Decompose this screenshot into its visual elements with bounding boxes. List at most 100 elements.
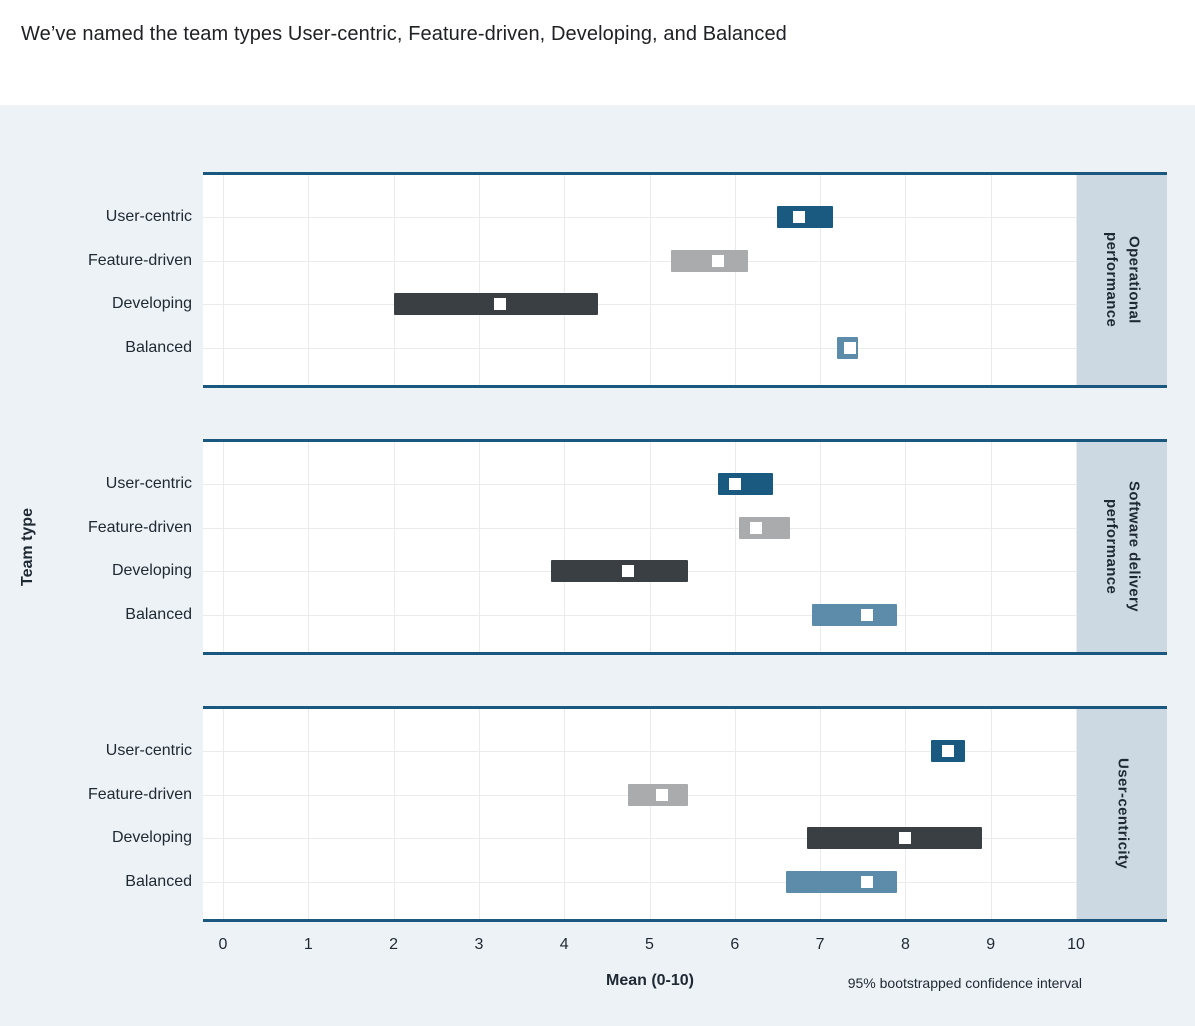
- gridline-row-developing: [203, 304, 1077, 305]
- mean-marker-developing: [494, 298, 507, 310]
- row-label-feature-driven: Feature-driven: [87, 251, 192, 269]
- mean-marker-balanced: [861, 608, 873, 621]
- gridline-x-5: [649, 709, 651, 919]
- gridline-x-6: [734, 442, 736, 652]
- row-label-feature-driven: Feature-driven: [87, 518, 192, 536]
- facet-strip-user-centricity: User-centricity: [1077, 709, 1167, 919]
- x-tick-0: 0: [218, 936, 228, 953]
- row-label-developing: Developing: [111, 829, 192, 846]
- x-tick-4: 4: [559, 936, 569, 953]
- x-tick-6: 6: [730, 936, 740, 953]
- x-tick-5: 5: [645, 936, 654, 953]
- gridline-x-0: [223, 709, 224, 919]
- gridline-x-1: [308, 442, 310, 652]
- x-tick-1: 1: [303, 936, 313, 953]
- header: We’ve named the team types User-centric,…: [0, 0, 1195, 105]
- page-title: We’ve named the team types User-centric,…: [21, 23, 787, 45]
- gridline-x-3: [478, 442, 480, 652]
- mean-marker-feature-driven: [750, 521, 763, 534]
- panel-user-centricity: User-centricity: [203, 706, 1167, 922]
- gridline-row-developing: [203, 838, 1077, 839]
- ci-bar-user-centric: [777, 206, 833, 228]
- gridline-x-9: [990, 442, 992, 652]
- ci-note: 95% bootstrapped confidence interval: [847, 975, 1082, 991]
- ci-bar-developing: [551, 560, 688, 582]
- gridline-row-balanced: [203, 347, 1077, 349]
- facet-strip-software-delivery-performance: Software delivery performance: [1077, 442, 1167, 652]
- gridline-row-user-centric: [203, 751, 1077, 752]
- gridline-x-3: [478, 175, 480, 385]
- x-tick-9: 9: [986, 936, 996, 953]
- gridline-x-2: [393, 175, 395, 385]
- mean-marker-feature-driven: [711, 254, 724, 267]
- gridline-x-5: [649, 175, 651, 385]
- row-label-feature-driven: Feature-driven: [87, 785, 192, 803]
- gridline-x-2: [393, 442, 395, 652]
- gridline-x-6: [734, 709, 736, 919]
- x-axis-label: Mean (0-10): [605, 972, 695, 989]
- gridline-row-user-centric: [203, 217, 1077, 218]
- plot-area-user-centricity: [203, 709, 1077, 919]
- gridline-row-feature-driven: [203, 527, 1077, 529]
- mean-marker-developing: [622, 565, 635, 577]
- row-label-developing: Developing: [111, 562, 192, 579]
- mean-marker-user-centric: [792, 211, 805, 223]
- gridline-x-9: [990, 709, 992, 919]
- gridline-x-9: [990, 175, 992, 385]
- gridline-x-4: [564, 709, 566, 919]
- panel-operational-performance: Operational performance: [203, 172, 1167, 388]
- gridline-x-4: [564, 442, 566, 652]
- facet-strip-label: User-centricity: [1114, 758, 1132, 870]
- row-label-user-centric: User-centric: [105, 208, 192, 225]
- mean-marker-developing: [899, 832, 912, 844]
- gridline-x-0: [223, 442, 224, 652]
- gridline-x-7: [820, 709, 822, 919]
- x-tick-8: 8: [900, 936, 910, 953]
- row-label-user-centric: User-centric: [105, 475, 192, 492]
- gridline-x-10: [1076, 442, 1077, 652]
- row-label-balanced: Balanced: [125, 605, 192, 623]
- gridline-x-8: [905, 709, 907, 919]
- ci-bar-feature-driven: [739, 516, 791, 539]
- ci-bar-balanced: [785, 870, 897, 893]
- mean-marker-user-centric: [728, 478, 741, 490]
- gridline-x-2: [393, 709, 395, 919]
- gridline-row-balanced: [203, 881, 1077, 883]
- gridline-x-6: [734, 175, 736, 385]
- gridline-x-10: [1076, 175, 1077, 385]
- x-tick-7: 7: [815, 936, 825, 953]
- gridline-x-8: [905, 442, 907, 652]
- mean-marker-feature-driven: [656, 788, 669, 801]
- gridline-x-8: [905, 175, 907, 385]
- panel-software-delivery-performance: Software delivery performance: [203, 439, 1167, 655]
- x-tick-10: 10: [1067, 936, 1085, 953]
- row-label-developing: Developing: [111, 295, 192, 312]
- gridline-x-7: [820, 175, 822, 385]
- gridline-row-balanced: [203, 614, 1077, 616]
- gridline-row-feature-driven: [203, 260, 1077, 262]
- gridline-row-user-centric: [203, 484, 1077, 485]
- row-label-user-centric: User-centric: [105, 742, 192, 759]
- row-label-balanced: Balanced: [125, 338, 192, 356]
- mean-marker-balanced: [843, 341, 856, 354]
- row-label-balanced: Balanced: [125, 872, 192, 890]
- x-tick-3: 3: [474, 936, 484, 953]
- gridline-x-7: [820, 442, 822, 652]
- facet-strip-label: Operational performance: [1103, 232, 1143, 328]
- gridline-x-1: [308, 709, 310, 919]
- gridline-x-10: [1076, 709, 1077, 919]
- gridline-x-1: [308, 175, 310, 385]
- facet-strip-label: Software delivery performance: [1103, 481, 1143, 613]
- mean-marker-balanced: [861, 875, 873, 888]
- gridline-x-0: [223, 175, 224, 385]
- ci-bar-user-centric: [717, 473, 774, 495]
- gridline-x-5: [649, 442, 651, 652]
- x-tick-2: 2: [389, 936, 399, 953]
- mean-marker-user-centric: [942, 745, 955, 757]
- gridline-x-3: [478, 709, 480, 919]
- facet-strip-operational-performance: Operational performance: [1077, 175, 1167, 385]
- ci-bar-developing: [807, 827, 983, 849]
- plot-area-operational-performance: [203, 175, 1077, 385]
